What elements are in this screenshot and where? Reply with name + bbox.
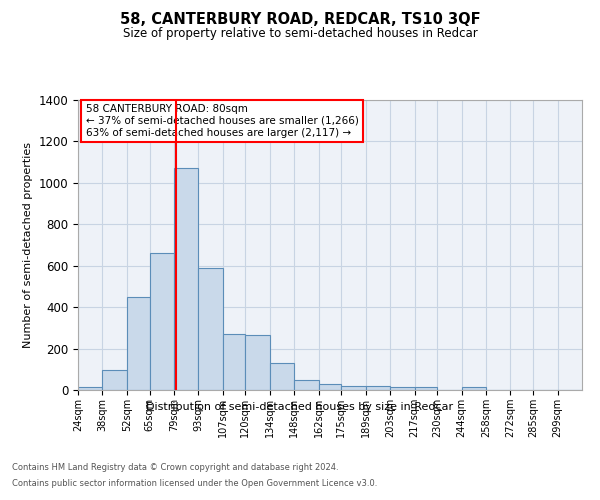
Bar bbox=[461, 387, 486, 390]
Bar bbox=[319, 384, 341, 390]
Text: Contains HM Land Registry data © Crown copyright and database right 2024.: Contains HM Land Registry data © Crown c… bbox=[12, 464, 338, 472]
Text: Distribution of semi-detached houses by size in Redcar: Distribution of semi-detached houses by … bbox=[146, 402, 454, 412]
Y-axis label: Number of semi-detached properties: Number of semi-detached properties bbox=[23, 142, 33, 348]
Bar bbox=[103, 370, 127, 390]
Bar bbox=[223, 334, 245, 390]
Bar bbox=[149, 254, 174, 390]
Text: 58, CANTERBURY ROAD, REDCAR, TS10 3QF: 58, CANTERBURY ROAD, REDCAR, TS10 3QF bbox=[119, 12, 481, 28]
Bar bbox=[199, 268, 223, 390]
Bar bbox=[127, 297, 149, 390]
Bar bbox=[390, 387, 415, 390]
Text: 58 CANTERBURY ROAD: 80sqm
← 37% of semi-detached houses are smaller (1,266)
63% : 58 CANTERBURY ROAD: 80sqm ← 37% of semi-… bbox=[86, 104, 358, 138]
Bar bbox=[245, 335, 270, 390]
Bar bbox=[78, 387, 103, 390]
Bar bbox=[270, 363, 294, 390]
Bar bbox=[174, 168, 199, 390]
Text: Size of property relative to semi-detached houses in Redcar: Size of property relative to semi-detach… bbox=[122, 28, 478, 40]
Bar bbox=[415, 387, 437, 390]
Bar bbox=[366, 386, 390, 390]
Bar bbox=[341, 386, 366, 390]
Text: Contains public sector information licensed under the Open Government Licence v3: Contains public sector information licen… bbox=[12, 478, 377, 488]
Bar bbox=[294, 380, 319, 390]
